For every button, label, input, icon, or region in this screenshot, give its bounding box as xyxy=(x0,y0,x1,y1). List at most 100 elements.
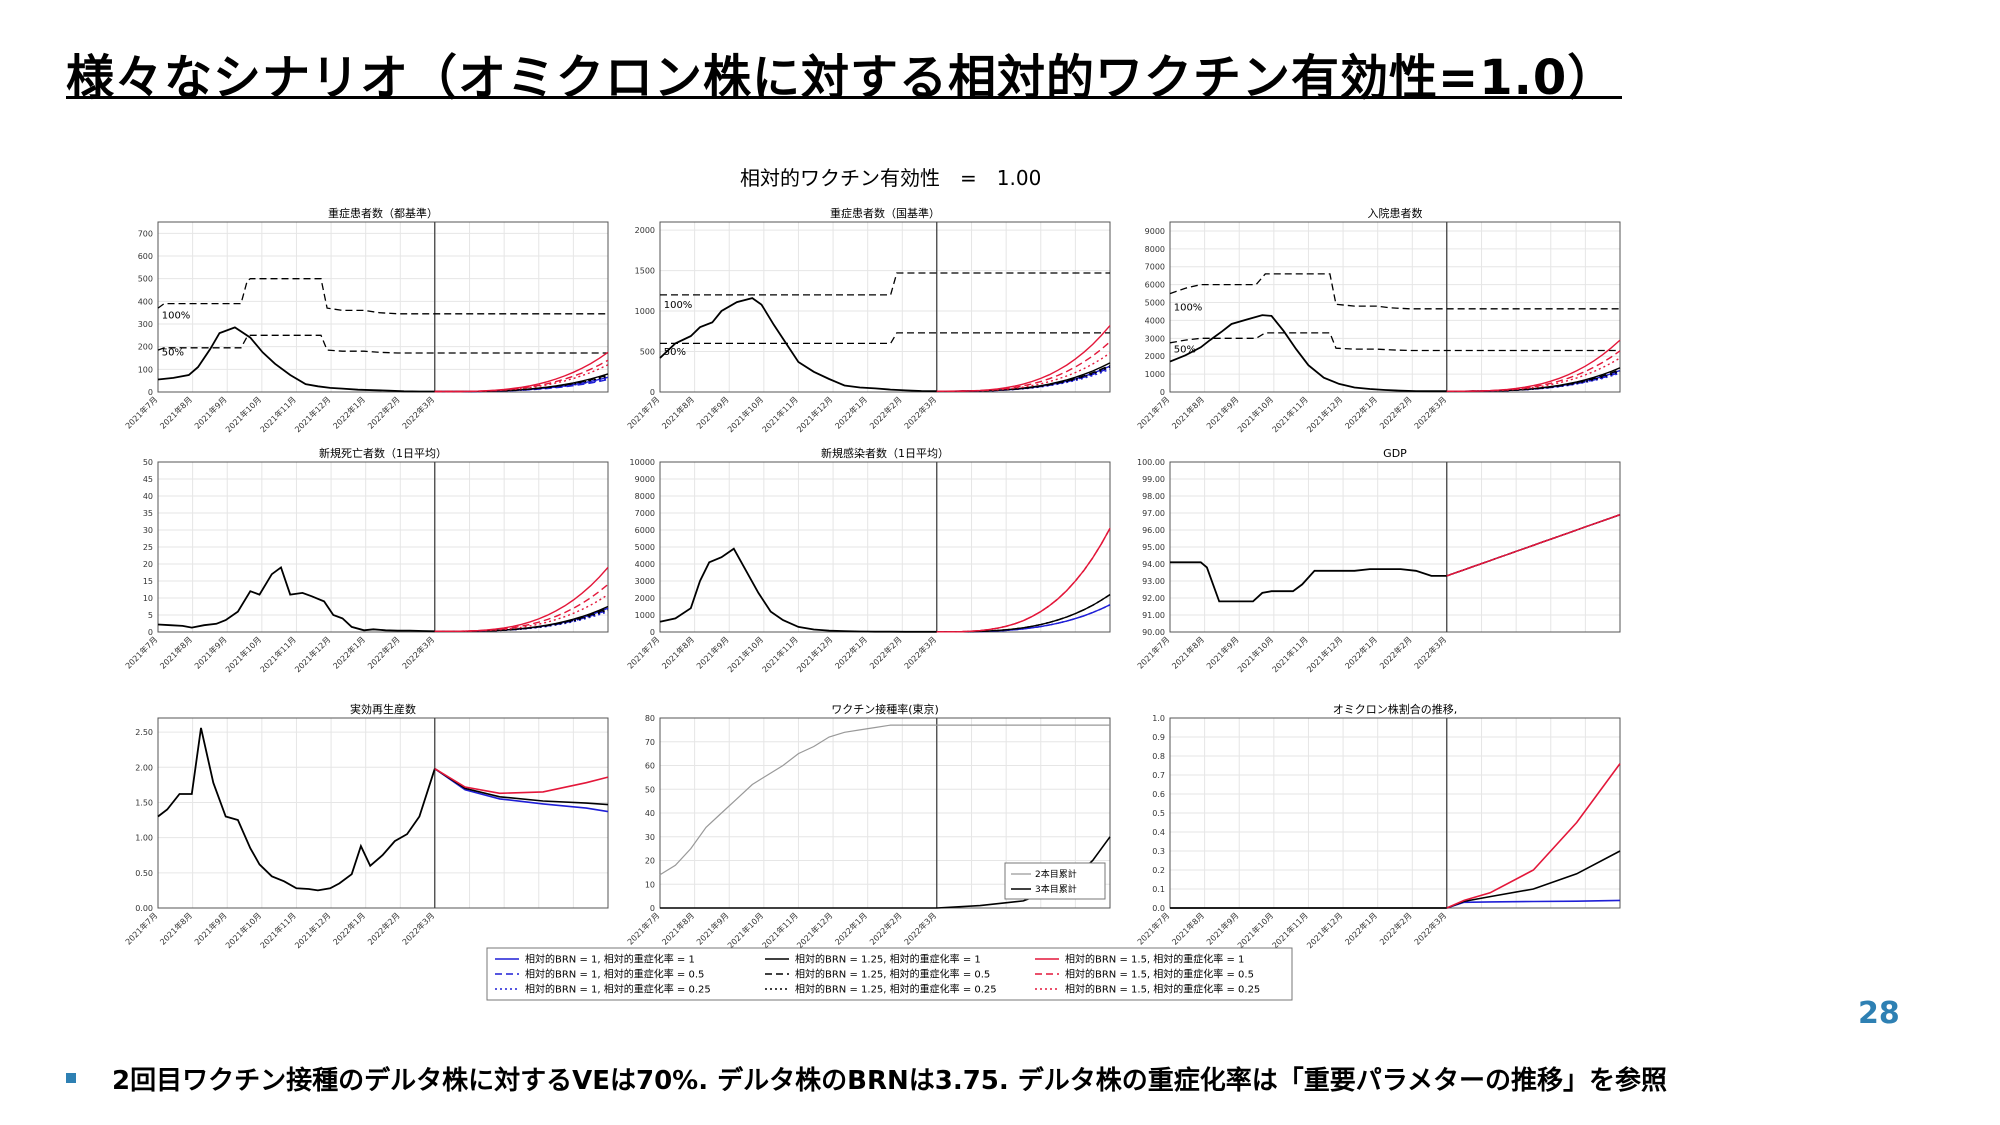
scenario-line xyxy=(434,768,609,806)
y-tick-label: 15 xyxy=(143,577,153,586)
y-tick-label: 70 xyxy=(645,738,655,747)
plot-frame xyxy=(1169,461,1621,633)
y-tick-label: 6000 xyxy=(635,526,655,535)
y-tick-label: 30 xyxy=(143,526,153,535)
y-tick-label: 1.50 xyxy=(135,798,153,807)
y-tick-label: 700 xyxy=(138,229,153,238)
legend-label: 相対的BRN = 1.25, 相対的重症化率 = 0.5 xyxy=(795,968,990,981)
scenario-line xyxy=(1446,339,1621,392)
scenario-line xyxy=(936,366,1111,392)
x-tick-label: 2022年2月 xyxy=(1377,634,1413,670)
x-tick-label: 2021年11月 xyxy=(760,910,800,950)
chart-panel: 重症患者数（都基準）01002003004005006007002021年7月2… xyxy=(123,206,609,434)
chart-panel: 重症患者数（国基準） 0 500 1000 1500 2000 2021年7月2021年8月… xyxy=(625,206,1111,434)
capacity-threshold-line xyxy=(660,332,1110,345)
scenario-line xyxy=(1446,899,1621,909)
threshold-label: 100% xyxy=(1174,303,1203,314)
threshold-label: 100% xyxy=(162,310,191,321)
x-tick-label: 2022年1月 xyxy=(833,910,869,946)
x-tick-label: 2022年1月 xyxy=(331,910,367,946)
legend-label: 相対的BRN = 1, 相対的重症化率 = 1 xyxy=(525,953,695,966)
x-tick-label: 2021年12月 xyxy=(1305,634,1345,674)
plot-frame xyxy=(1169,221,1621,393)
threshold-label: 50% xyxy=(664,347,686,358)
y-tick-label: 4000 xyxy=(635,560,655,569)
history-line xyxy=(157,326,435,393)
chart-panel: 入院患者数 0 1000 2000 3000 4000 5000 6000 7000 8000 90… xyxy=(1135,206,1621,434)
y-tick-label: 0.7 xyxy=(1152,771,1165,780)
y-tick-label: 96.00 xyxy=(1142,526,1165,535)
scenario-line xyxy=(434,375,609,393)
x-tick-label: 2021年12月 xyxy=(795,634,835,674)
chart-panel: 新規死亡者数（1日平均）051015202530354045502021年7月2… xyxy=(123,446,609,674)
x-tick-label: 2021年10月 xyxy=(223,634,263,674)
x-tick-label: 2022年1月 xyxy=(1343,910,1379,946)
panel-title: ワクチン接種率(東京) xyxy=(831,702,939,716)
scenario-line xyxy=(936,325,1111,392)
x-tick-label: 2021年12月 xyxy=(795,394,835,434)
scenario-line xyxy=(1446,370,1621,392)
x-tick-label: 2021年8月 xyxy=(158,634,194,670)
y-tick-label: 60 xyxy=(645,762,655,771)
x-tick-label: 2022年1月 xyxy=(833,634,869,670)
x-tick-label: 2021年12月 xyxy=(1305,394,1345,434)
x-tick-label: 2021年12月 xyxy=(293,634,333,674)
scenario-line xyxy=(936,527,1111,633)
inner-legend-box xyxy=(1004,862,1106,900)
inner-legend-label: 2本目累計 xyxy=(1035,868,1077,880)
dose2-line xyxy=(659,724,1110,876)
y-tick-label: 5000 xyxy=(1145,299,1165,308)
y-tick-label: 94.00 xyxy=(1142,560,1165,569)
chart-panel: オミクロン株割合の推移, 0.0 0.1 0.2 0.3 0.4 0.5 0.6 0.7 0.8 0… xyxy=(1135,702,1621,950)
x-tick-label: 2022年1月 xyxy=(1343,394,1379,430)
x-tick-label: 2021年11月 xyxy=(1270,910,1310,950)
x-tick-label: 2021年7月 xyxy=(123,910,159,946)
x-tick-label: 2021年7月 xyxy=(625,910,661,946)
x-tick-label: 2021年11月 xyxy=(1270,634,1310,674)
panel-title: 重症患者数（都基準） xyxy=(328,206,438,220)
threshold-label: 50% xyxy=(1174,345,1196,356)
y-tick-label: 0 xyxy=(148,388,153,397)
y-tick-label: 3000 xyxy=(1145,334,1165,343)
y-tick-label: 100 xyxy=(138,365,153,374)
y-tick-label: 20 xyxy=(143,560,153,569)
capacity-threshold-line xyxy=(660,272,1110,296)
x-tick-label: 2022年3月 xyxy=(400,394,436,430)
x-tick-label: 2022年3月 xyxy=(902,634,938,670)
x-tick-label: 2022年1月 xyxy=(331,394,367,430)
x-tick-label: 2021年7月 xyxy=(1135,910,1171,946)
panel-title: 新規死亡者数（1日平均） xyxy=(319,446,447,460)
scenario-line xyxy=(1446,514,1621,577)
scenario-line xyxy=(434,351,609,393)
y-tick-label: 0.0 xyxy=(1152,904,1165,913)
y-tick-label: 5 xyxy=(148,611,153,620)
y-tick-label: 91.00 xyxy=(1142,611,1165,620)
x-tick-label: 2022年3月 xyxy=(1412,634,1448,670)
scenario-line xyxy=(936,594,1111,633)
history-line xyxy=(157,565,435,633)
x-tick-label: 2021年11月 xyxy=(760,394,800,434)
y-tick-label: 40 xyxy=(143,492,153,501)
capacity-threshold-line xyxy=(1169,273,1620,310)
y-tick-label: 1000 xyxy=(635,307,655,316)
x-tick-label: 2021年7月 xyxy=(1135,634,1171,670)
panel-title: オミクロン株割合の推移, xyxy=(1333,702,1458,716)
y-tick-label: 0.9 xyxy=(1152,733,1165,742)
scenario-line xyxy=(936,341,1111,392)
y-tick-label: 1.0 xyxy=(1152,714,1165,723)
x-tick-label: 2022年2月 xyxy=(365,634,401,670)
y-tick-label: 92.00 xyxy=(1142,594,1165,603)
inner-legend-label: 3本目累計 xyxy=(1035,883,1077,895)
y-tick-label: 2000 xyxy=(635,226,655,235)
y-tick-label: 20 xyxy=(645,857,655,866)
y-tick-label: 500 xyxy=(138,275,153,284)
scenario-line xyxy=(434,609,609,632)
y-tick-label: 9000 xyxy=(1145,227,1165,236)
chart-panel: 新規感染者数（1日平均） 0 1000 2000 3000 4000 5000 6000 700… xyxy=(625,446,1111,674)
x-tick-label: 2021年9月 xyxy=(694,634,730,670)
y-tick-label: 10 xyxy=(645,880,655,889)
y-tick-label: 90.00 xyxy=(1142,628,1165,637)
y-tick-label: 10000 xyxy=(630,458,655,467)
x-tick-label: 2022年1月 xyxy=(833,394,869,430)
x-tick-label: 2021年11月 xyxy=(258,634,298,674)
